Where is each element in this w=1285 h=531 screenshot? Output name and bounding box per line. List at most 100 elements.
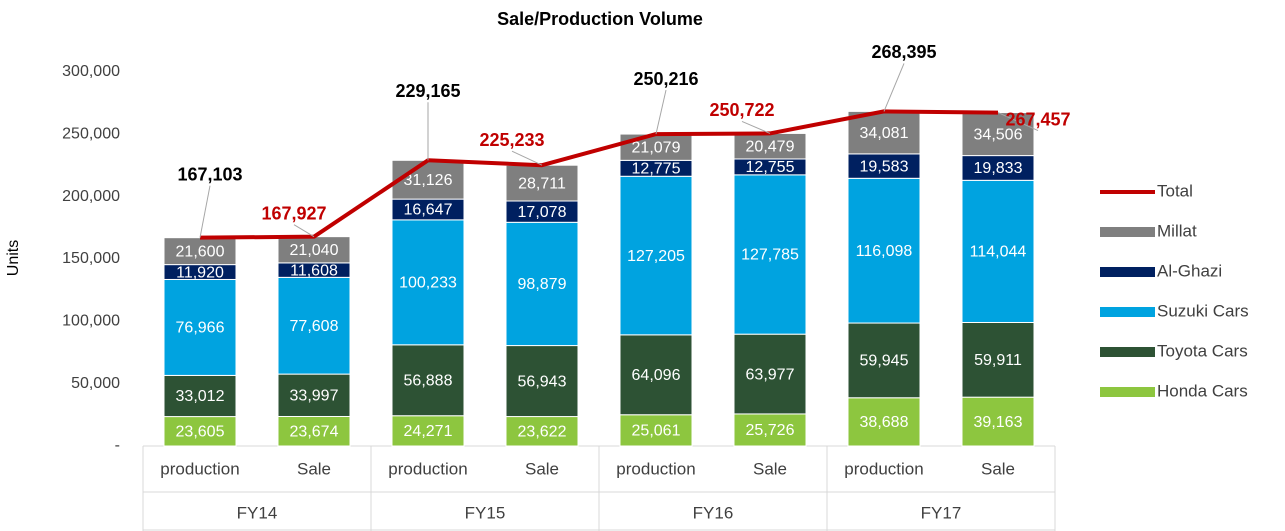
data-label: 25,726 [746,422,795,439]
data-label: 11,920 [176,264,224,281]
total-label: 167,927 [261,203,326,223]
data-label: 34,506 [974,126,1023,143]
data-label: 59,911 [974,352,1022,369]
line [199,109,999,240]
bar-segment [277,373,351,417]
data-label: 56,888 [404,373,453,390]
legend-label: Toyota Cars [1157,341,1248,360]
y-tick-label: 300,000 [62,63,120,80]
y-tick-label: 250,000 [62,126,120,143]
data-label: 127,785 [741,247,799,264]
leader-line [997,112,1039,132]
bar-segment [733,174,807,335]
legend-label: Honda Cars [1157,381,1248,400]
bar-segment [505,345,579,418]
legend-swatch [1100,307,1155,317]
leader-line [741,120,771,134]
y-tick-label: 150,000 [62,250,120,267]
leader-line [883,63,905,112]
data-label: 11,608 [290,262,338,279]
data-label: 33,997 [290,388,339,405]
bar-segment [163,278,237,376]
data-label: 19,583 [860,158,909,175]
y-axis-label: Units [5,240,22,276]
bar-segment [619,334,693,416]
leader-line [293,224,315,238]
data-label: 39,163 [974,414,1023,431]
total-label: 225,233 [479,130,544,150]
group-label: FY16 [693,503,734,522]
data-label: 64,096 [632,367,681,384]
bar-segment [391,159,465,200]
data-label: 77,608 [290,318,339,335]
total-label: 268,395 [871,42,936,62]
data-label: 16,647 [404,202,453,219]
x-tick-label: production [844,459,923,478]
data-label: 25,061 [632,423,681,440]
legend-label: Millat [1157,221,1197,240]
bar-segment [163,374,237,418]
legend-swatch [1100,227,1155,237]
data-label: 23,674 [290,423,339,440]
data-label: 20,479 [746,138,795,155]
leader-line [511,150,543,166]
bar-segment [277,236,351,264]
bar-segment [163,416,237,447]
data-label: 21,079 [632,139,681,156]
data-label: 12,755 [746,159,795,176]
data-label: 98,879 [518,276,567,293]
data-label: 38,688 [860,414,909,431]
data-label: 19,833 [974,160,1023,177]
bar-segment [961,112,1035,157]
x-tick-label: production [388,459,467,478]
legend-label: Al-Ghazi [1157,261,1222,280]
legend-swatch [1100,267,1155,277]
x-tick-label: Sale [297,459,331,478]
x-tick-label: Sale [753,459,787,478]
data-label: 17,078 [518,204,567,221]
data-label: 59,945 [860,353,909,370]
data-label: 100,233 [399,275,457,292]
leader-line [655,89,667,135]
data-label: 24,271 [404,423,453,440]
bar-segment [391,415,465,447]
total-label: 267,457 [1005,109,1070,129]
total-label: 229,165 [395,81,460,101]
data-label: 34,081 [860,125,909,142]
bar-segment [733,132,807,160]
data-label: 23,605 [176,424,225,441]
y-tick-label: 100,000 [62,313,120,330]
data-label: 21,040 [290,242,339,259]
leader-line [199,185,211,238]
data-label: 33,012 [176,388,225,405]
data-label: 31,126 [404,172,453,189]
legend-label: Total [1157,181,1193,200]
data-label: 76,966 [176,320,225,337]
group-label: FY14 [237,503,278,522]
legend-label: Suzuki Cars [1157,301,1249,320]
x-tick-label: Sale [525,459,559,478]
chart-title: Sale/Production Volume [497,9,703,29]
y-tick-label: 200,000 [62,188,120,205]
bar-segment [391,219,465,346]
bar-segment [619,175,693,336]
y-tick-label: 50,000 [71,375,120,392]
bar-segment [619,414,693,447]
bar-segment [961,396,1035,447]
group-label: FY17 [921,503,962,522]
data-label: 63,977 [746,366,795,383]
legend-swatch [1100,347,1155,357]
y-tick-label: - [115,437,120,454]
x-tick-label: Sale [981,459,1015,478]
total-label: 167,103 [177,164,242,184]
group-label: FY15 [465,503,506,522]
bar-segment [505,221,579,347]
legend-swatch [1100,387,1155,397]
bar-segment [277,415,351,447]
bar-segment [391,344,465,417]
x-tick-label: production [160,459,239,478]
bar-segment [505,164,579,202]
bar-segment [961,179,1035,323]
bar-segment [277,276,351,375]
